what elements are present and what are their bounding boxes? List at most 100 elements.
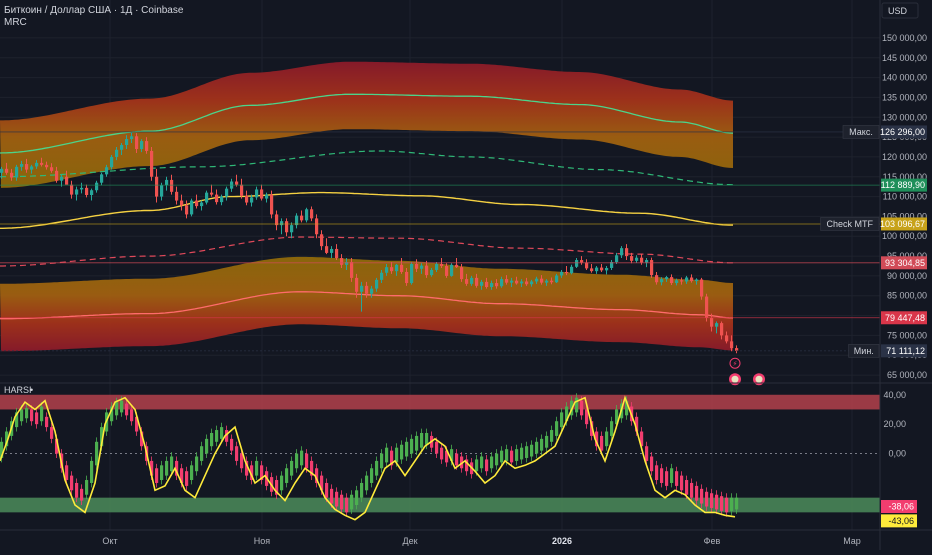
harsi-bar [245,456,249,481]
currency-badge[interactable] [881,2,919,19]
candle [220,194,224,206]
candle [450,263,454,277]
harsi-bar [485,455,489,476]
harsi-bar [670,463,674,488]
time-tick-label: Фев [704,536,721,546]
harsi-bar [75,478,79,503]
price-tag-value: 93 304,85 [885,258,925,268]
candle [415,259,419,272]
harsi-bar [185,466,189,491]
harsi-bar [510,446,514,467]
indicator-label[interactable]: MRC [4,17,27,28]
harsi-bar [85,475,89,500]
harsi-bar [95,437,99,470]
candle [610,260,614,270]
candle [150,147,154,181]
candle [435,262,439,272]
candle [135,133,139,153]
price-tag[interactable] [881,344,927,358]
price-tag[interactable] [881,125,927,139]
harsi-bar [550,425,554,447]
harsi-tick-label: 20,00 [883,419,906,429]
candle [710,313,714,332]
time-tick-label: Окт [102,536,117,546]
candle [600,264,604,272]
candle [420,263,424,274]
candle [690,274,694,283]
harsi-bar [405,437,409,461]
harsi-bar [70,471,74,495]
candle [585,259,589,270]
candle [595,265,599,274]
candle [590,264,594,273]
candle [730,335,734,352]
harsi-value-tag[interactable] [881,500,917,514]
candle [315,214,319,239]
harsi-bar [465,455,469,476]
harsi-bar [585,405,589,429]
harsi-bar [500,446,504,467]
harsi-label[interactable]: HARSI [4,385,32,395]
candle [0,166,4,179]
candle [20,160,24,171]
candle [15,164,19,181]
candle [495,279,499,289]
price-tag-label-box [820,217,880,231]
lower-dash-line [0,236,733,267]
harsi-bar [545,431,549,453]
price-tag-label-box [848,344,880,358]
candle [225,186,229,201]
harsi-bar [345,493,349,517]
candle [520,279,524,288]
candle [720,321,724,340]
harsi-bar [335,487,339,511]
candle [40,157,44,167]
harsi-tick-label: 40,00 [883,390,906,400]
harsi-bar [170,452,174,476]
candle [50,163,54,173]
harsi-dot: • [30,385,33,395]
candle [240,178,244,199]
candle [505,275,509,285]
candle [185,200,189,219]
harsi-bar [660,463,664,488]
harsi-bar [705,487,709,511]
harsi-bar [310,456,314,481]
candle [80,182,84,194]
harsi-bar [645,441,649,466]
candle [445,263,449,278]
candle [200,200,204,211]
harsi-bar [385,443,389,467]
candle [735,345,739,354]
harsi-bar [370,463,374,488]
candle [280,218,284,235]
candle [405,267,409,286]
price-tag[interactable] [881,217,927,231]
harsi-bar [375,456,379,481]
harsi-bar [330,484,334,508]
harsi-bar [230,434,234,456]
earnings-icon-inner [755,375,763,383]
candle [630,252,634,264]
harsi-bar [380,449,384,473]
candle [105,164,109,177]
harsi-bar [420,428,424,453]
candle [110,154,114,170]
candle [430,267,434,277]
price-tag[interactable] [881,311,927,325]
harsi-value-tag[interactable] [881,514,917,528]
price-tag[interactable] [881,256,927,270]
earnings-icon-inner [731,375,739,383]
event-flash-icon[interactable] [729,357,741,369]
price-tag[interactable] [881,178,927,192]
candle [460,264,464,282]
harsi-bar [40,402,44,426]
candle [715,321,719,334]
price-tick-label: 105 000,00 [882,211,927,221]
price-tag-value: 126 296,00 [880,127,925,137]
price-tick-label: 135 000,00 [882,92,927,102]
harsi-bar [160,460,164,485]
price-tick-label: 100 000,00 [882,231,927,241]
